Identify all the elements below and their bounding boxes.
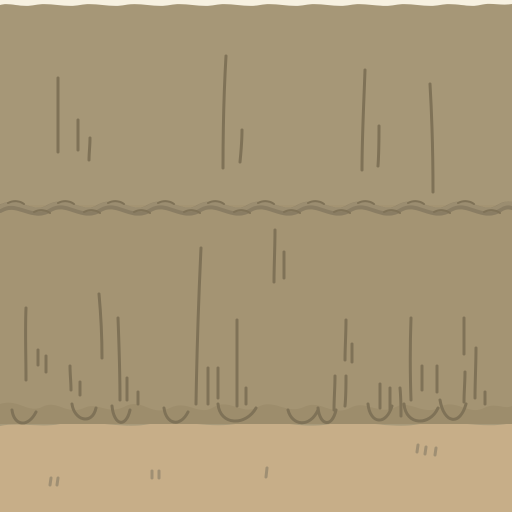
upper-grass-blades bbox=[56, 54, 435, 194]
lower-thatch-panel bbox=[0, 205, 512, 420]
grass-blade-icon bbox=[462, 370, 467, 404]
rope-icon bbox=[0, 200, 512, 216]
grass-blade-icon bbox=[97, 292, 104, 360]
grass-blade-icon bbox=[194, 246, 203, 406]
bottom-tufts bbox=[10, 398, 468, 425]
grass-blade-icon bbox=[473, 346, 478, 400]
grass-blade-icon bbox=[408, 316, 413, 402]
grass-blade-icon bbox=[272, 228, 277, 284]
upper-thatch-panel bbox=[0, 0, 512, 205]
grass-blade-icon bbox=[332, 374, 337, 412]
grass-blade-icon bbox=[343, 318, 348, 362]
grass-blade-icon bbox=[68, 364, 73, 392]
grass-blade-icon bbox=[116, 316, 122, 402]
grass-blade-icon bbox=[87, 136, 92, 162]
lower-grass-blades bbox=[24, 228, 487, 418]
ground-specks bbox=[48, 443, 438, 487]
grass-blade-icon bbox=[376, 124, 381, 168]
grass-blade-icon bbox=[428, 82, 435, 194]
top-edge-icon bbox=[0, 0, 512, 6]
grass-blade-icon bbox=[398, 386, 403, 418]
dirt-ground-icon bbox=[0, 421, 512, 512]
grass-blade-icon bbox=[360, 68, 367, 172]
grass-blade-icon bbox=[238, 128, 244, 164]
grass-blade-icon bbox=[343, 374, 348, 408]
grass-blade-icon bbox=[221, 54, 228, 170]
